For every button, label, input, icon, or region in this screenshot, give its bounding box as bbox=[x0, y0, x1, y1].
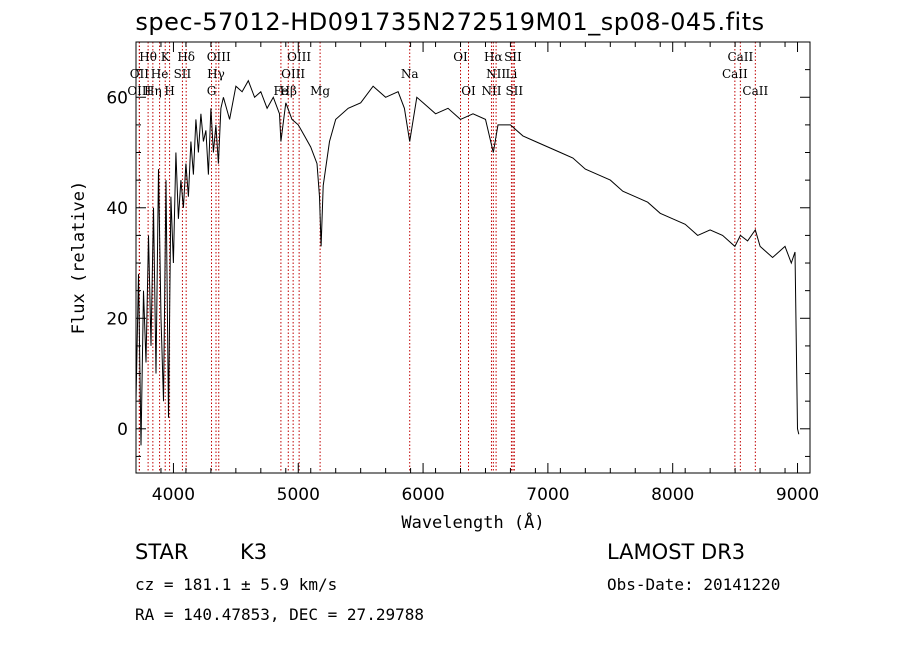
spectral-line-label: Hη bbox=[144, 84, 162, 98]
object-class: STAR bbox=[135, 540, 189, 564]
spectral-line-label: OIII bbox=[207, 50, 231, 64]
spectral-line-label: OI bbox=[453, 50, 468, 64]
spectral-line-label: Fe bbox=[274, 84, 289, 98]
spectral-line-label: Mg bbox=[310, 84, 330, 98]
spectral-line-label: CaII bbox=[742, 84, 768, 98]
x-axis-label: Wavelength (Å) bbox=[401, 511, 544, 533]
spectral-line-label: OIII bbox=[281, 67, 305, 81]
spectral-line-label: NII bbox=[486, 67, 506, 81]
spectral-line-label: Hα bbox=[484, 50, 503, 64]
spectral-line-label: Hθ bbox=[139, 50, 157, 64]
x-tick-label: 5000 bbox=[277, 485, 320, 505]
ra-dec: RA = 140.47853, DEC = 27.29788 bbox=[135, 605, 424, 624]
survey-name: LAMOST DR3 bbox=[607, 540, 746, 564]
spectral-line-label: Na bbox=[401, 67, 419, 81]
spectral-line-label: OIII bbox=[287, 50, 311, 64]
obs-date: Obs-Date: 20141220 bbox=[607, 575, 781, 594]
y-tick-label: 40 bbox=[106, 199, 128, 219]
x-tick-label: 9000 bbox=[776, 485, 819, 505]
redshift-cz: cz = 181.1 ± 5.9 km/s bbox=[135, 575, 338, 594]
y-tick-label: 0 bbox=[117, 420, 128, 440]
x-tick-label: 4000 bbox=[152, 485, 195, 505]
x-tick-label: 6000 bbox=[401, 485, 444, 505]
spectrum-line bbox=[135, 79, 800, 446]
spectral-line-label: CaII bbox=[727, 50, 753, 64]
x-tick-label: 8000 bbox=[651, 485, 694, 505]
spectral-line-label: OIII bbox=[127, 84, 151, 98]
spectral-line-label: SII bbox=[174, 67, 192, 81]
spectral-line-label: OI bbox=[461, 84, 476, 98]
spectral-line-label: NII bbox=[481, 84, 501, 98]
spectral-line-label: Hδ bbox=[177, 50, 195, 64]
spectral-line-label: Hβ bbox=[280, 84, 297, 98]
spectral-line-label: SII bbox=[504, 50, 522, 64]
x-tick-label: 7000 bbox=[526, 485, 569, 505]
spectral-line-label: H bbox=[164, 84, 174, 98]
y-axis-label: Flux (relative) bbox=[69, 181, 89, 335]
spectral-line-label: CaII bbox=[722, 67, 748, 81]
y-tick-label: 60 bbox=[106, 88, 128, 108]
object-subclass: K3 bbox=[240, 540, 268, 564]
spectral-line-label: K bbox=[161, 50, 171, 64]
chart-title: spec-57012-HD091735N272519M01_sp08-045.f… bbox=[135, 8, 765, 36]
spectral-line-label: SII bbox=[505, 84, 523, 98]
spectral-line-label: Li bbox=[506, 67, 518, 81]
spectral-line-label: OII bbox=[130, 67, 150, 81]
y-tick-label: 20 bbox=[106, 309, 128, 329]
axis-ticks: 4000 5000 6000 7000 8000 9000 0 20 40 60 bbox=[106, 42, 819, 505]
spectral-line-label: Hγ bbox=[207, 67, 225, 81]
plot-frame bbox=[135, 41, 811, 474]
spectral-line-label: G bbox=[207, 84, 217, 98]
spectral-line-label: He bbox=[151, 67, 169, 81]
